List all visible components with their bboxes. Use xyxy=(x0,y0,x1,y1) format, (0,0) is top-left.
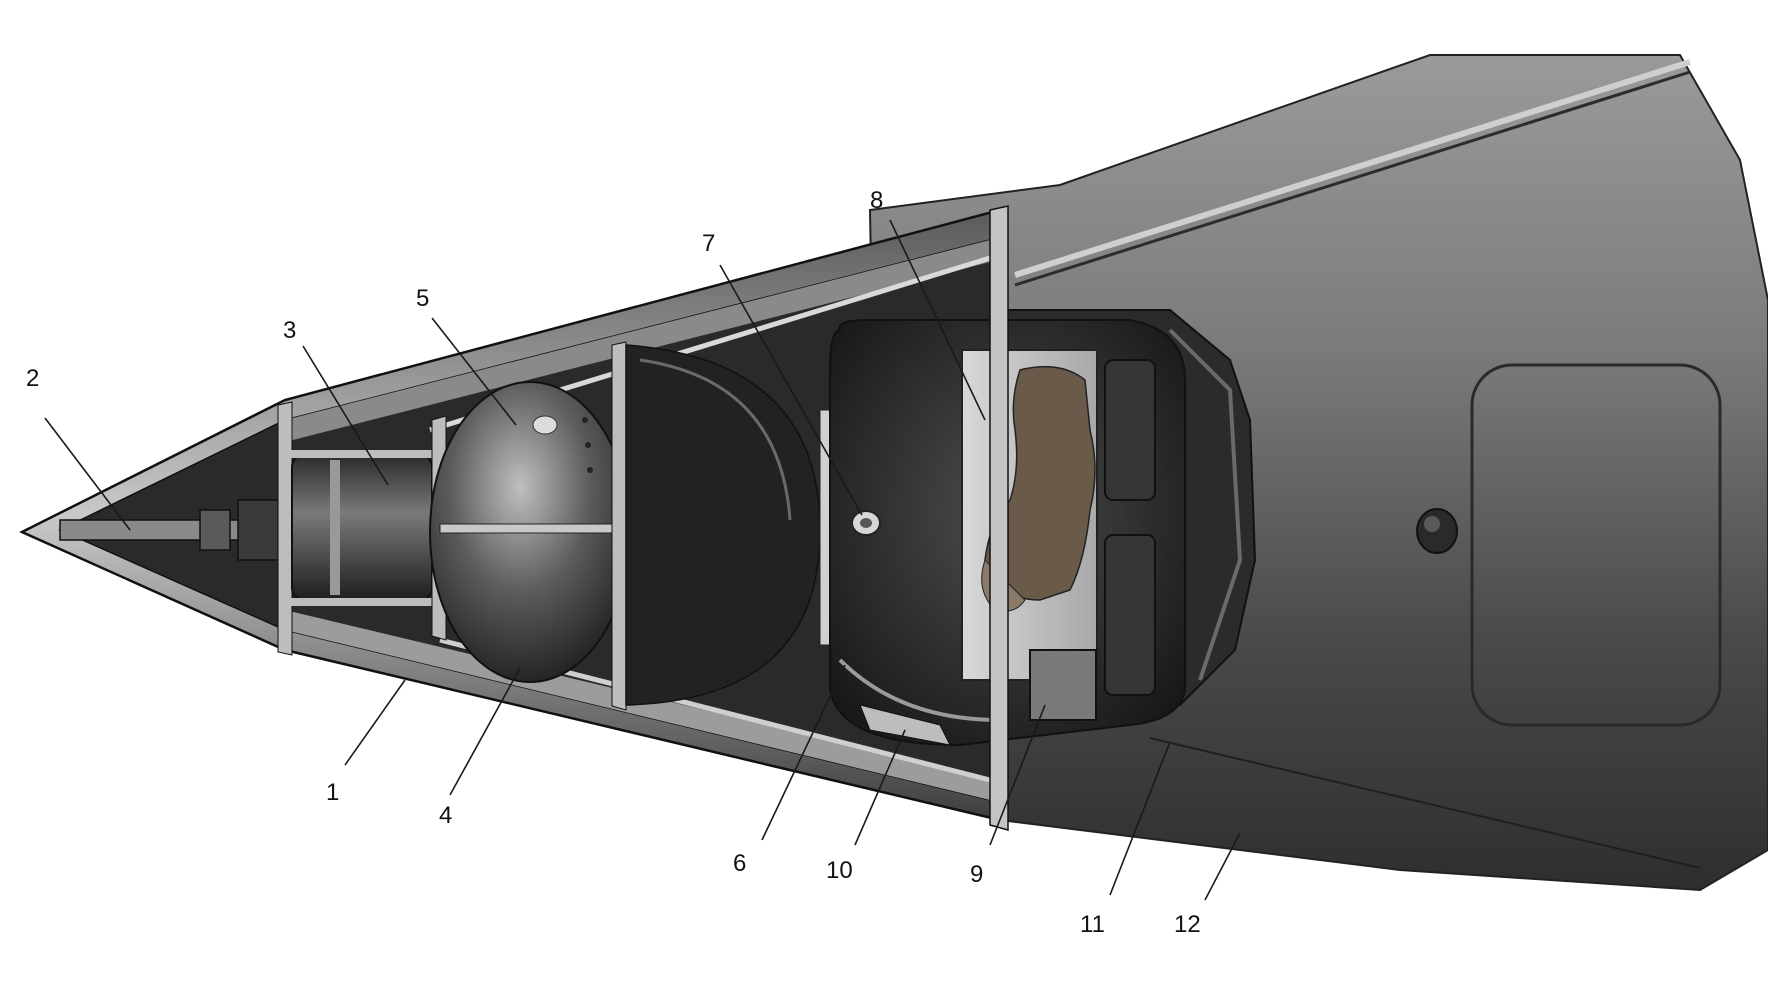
leader-5 xyxy=(431,317,517,426)
nose-rod-collar xyxy=(199,509,231,551)
hull-top-rail xyxy=(1014,59,1691,278)
callout-10: 10 xyxy=(826,857,853,884)
rear-dome-highlight xyxy=(639,358,792,521)
leader-3 xyxy=(302,345,389,486)
leader-6 xyxy=(761,664,846,841)
leader-9 xyxy=(989,704,1046,846)
callout-3: 3 xyxy=(283,317,296,344)
callout-12: 12 xyxy=(1174,911,1201,938)
tank-rivet xyxy=(585,442,591,448)
cutaway-inner-rib xyxy=(1168,328,1243,681)
callout-8: 8 xyxy=(870,187,883,214)
callout-6: 6 xyxy=(733,850,746,877)
cabin-floor-highlight xyxy=(838,658,1001,722)
cylinder-ring xyxy=(330,460,340,595)
nose-rod-collar-2 xyxy=(237,499,279,561)
cylinder-frame-bottom xyxy=(280,598,440,606)
cone-upper-wall xyxy=(285,240,990,442)
cylinder-frame-top xyxy=(280,450,440,458)
lower-bracket xyxy=(859,704,951,746)
callout-11: 11 xyxy=(1080,911,1105,938)
frame-rib xyxy=(611,341,627,711)
rear-ring-frame xyxy=(989,205,1009,831)
front-cylinder-unit xyxy=(291,454,433,601)
callout-4: 4 xyxy=(439,802,452,829)
leader-4 xyxy=(449,667,521,796)
callout-5: 5 xyxy=(416,285,429,312)
equipment-box xyxy=(1029,649,1097,721)
leader-10 xyxy=(854,729,906,846)
hull-hatch-panel xyxy=(1470,363,1722,727)
hatch-knob xyxy=(1416,508,1458,554)
leader-12 xyxy=(1204,832,1241,901)
leader-8 xyxy=(889,219,986,421)
side-compartment-upper xyxy=(1104,359,1156,501)
leader-7 xyxy=(719,264,863,516)
leader-11 xyxy=(1109,741,1171,896)
callout-7: 7 xyxy=(702,230,715,257)
tank-rivet xyxy=(582,417,588,423)
cabin-port-inner xyxy=(860,518,872,528)
hatch-knob-highlight xyxy=(1424,516,1440,532)
tank-rivet xyxy=(587,467,593,473)
hull-lower-seam xyxy=(1149,737,1701,869)
side-compartment-lower xyxy=(1104,534,1156,696)
callout-9: 9 xyxy=(970,861,983,888)
leader-2 xyxy=(44,417,131,531)
hull-top-rail-shadow xyxy=(1014,70,1691,287)
animal-figure xyxy=(984,365,1096,601)
callout-1: 1 xyxy=(326,779,339,806)
spherical-tank-port xyxy=(532,415,558,435)
callout-2: 2 xyxy=(26,365,39,392)
front-bulkhead xyxy=(277,401,293,656)
leader-1 xyxy=(344,679,406,766)
